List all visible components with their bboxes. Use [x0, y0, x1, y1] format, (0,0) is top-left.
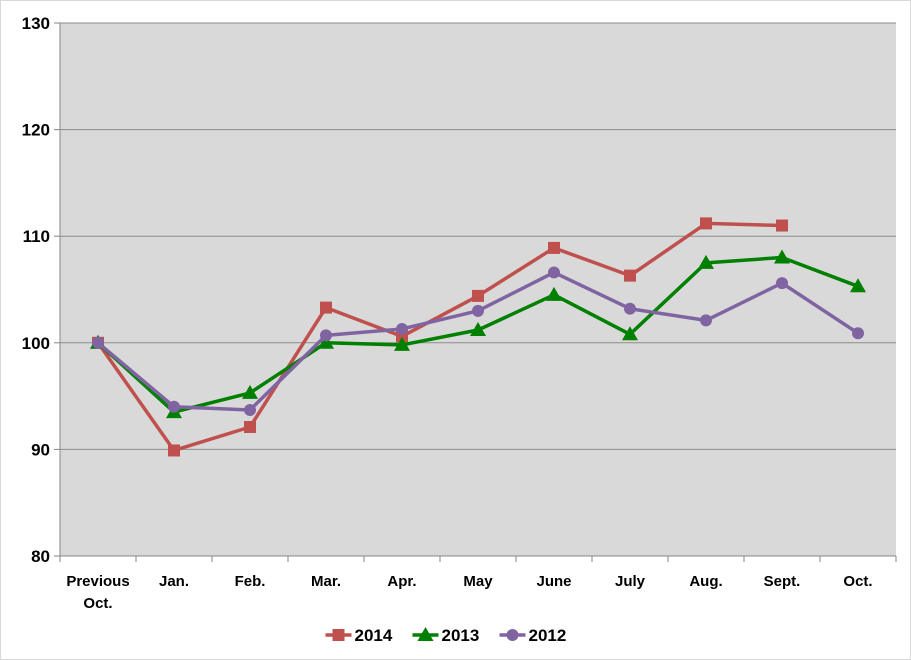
- data-point-2013: [394, 336, 410, 351]
- legend-label: 2012: [529, 626, 567, 645]
- legend-marker: [332, 629, 345, 641]
- x-tick-label: Aug.: [689, 573, 722, 590]
- y-tick-label: 90: [31, 440, 50, 459]
- y-tick-label: 120: [22, 121, 50, 140]
- data-point-2014: [320, 301, 332, 314]
- data-point-2014: [244, 421, 256, 434]
- y-tick-label: 110: [23, 227, 50, 246]
- data-point-2012: [92, 336, 104, 349]
- data-point-2012: [624, 302, 636, 315]
- data-point-2013: [850, 278, 866, 293]
- series-2012: [92, 266, 864, 416]
- data-point-2013: [242, 384, 258, 399]
- legend-marker: [417, 627, 434, 641]
- x-tick-label: Mar.: [311, 573, 341, 590]
- data-point-2014: [472, 289, 484, 302]
- legend-item-2012: 2012: [499, 626, 567, 645]
- x-tick-label: Apr.: [387, 573, 416, 590]
- data-point-2014: [700, 217, 712, 230]
- legend-item-2013: 2013: [412, 626, 480, 645]
- data-point-2014: [548, 241, 560, 254]
- data-point-2012: [168, 400, 180, 413]
- data-point-2013: [470, 322, 486, 337]
- x-tick-label: Oct.: [843, 573, 872, 590]
- legend-label: 2014: [355, 626, 393, 645]
- legend-marker: [506, 629, 519, 641]
- plot-area: [60, 23, 896, 556]
- series-line-2014: [96, 221, 784, 453]
- data-point-2012: [852, 327, 864, 340]
- data-point-2012: [396, 322, 408, 335]
- x-tick-label: Feb.: [235, 573, 266, 590]
- data-point-2013: [774, 249, 790, 264]
- data-point-2012: [700, 314, 712, 327]
- data-point-2013: [622, 326, 638, 341]
- legend-item-2014: 2014: [325, 626, 393, 645]
- data-point-2014: [776, 219, 788, 232]
- x-tick-label: June: [536, 573, 571, 590]
- x-tick-label: July: [615, 573, 646, 590]
- y-tick-label: 130: [22, 14, 50, 33]
- data-point-2014: [624, 269, 636, 282]
- legend-label: 2013: [442, 626, 480, 645]
- data-point-2012: [548, 266, 560, 279]
- x-tick-label: May: [463, 573, 493, 590]
- data-point-2012: [472, 304, 484, 317]
- data-point-2012: [320, 329, 332, 342]
- data-point-2012: [776, 277, 788, 290]
- data-point-2013: [698, 254, 714, 269]
- data-point-2014: [168, 444, 180, 457]
- x-tick-label: Jan.: [159, 573, 189, 590]
- data-point-2013: [546, 286, 562, 301]
- data-point-2012: [244, 403, 256, 416]
- y-tick-label: 80: [31, 547, 50, 566]
- x-tick-label: Sept.: [764, 573, 801, 590]
- data-point-2013: [318, 334, 334, 349]
- y-tick-label: 100: [22, 334, 50, 353]
- x-tick-label: Previous Oct.: [66, 573, 129, 612]
